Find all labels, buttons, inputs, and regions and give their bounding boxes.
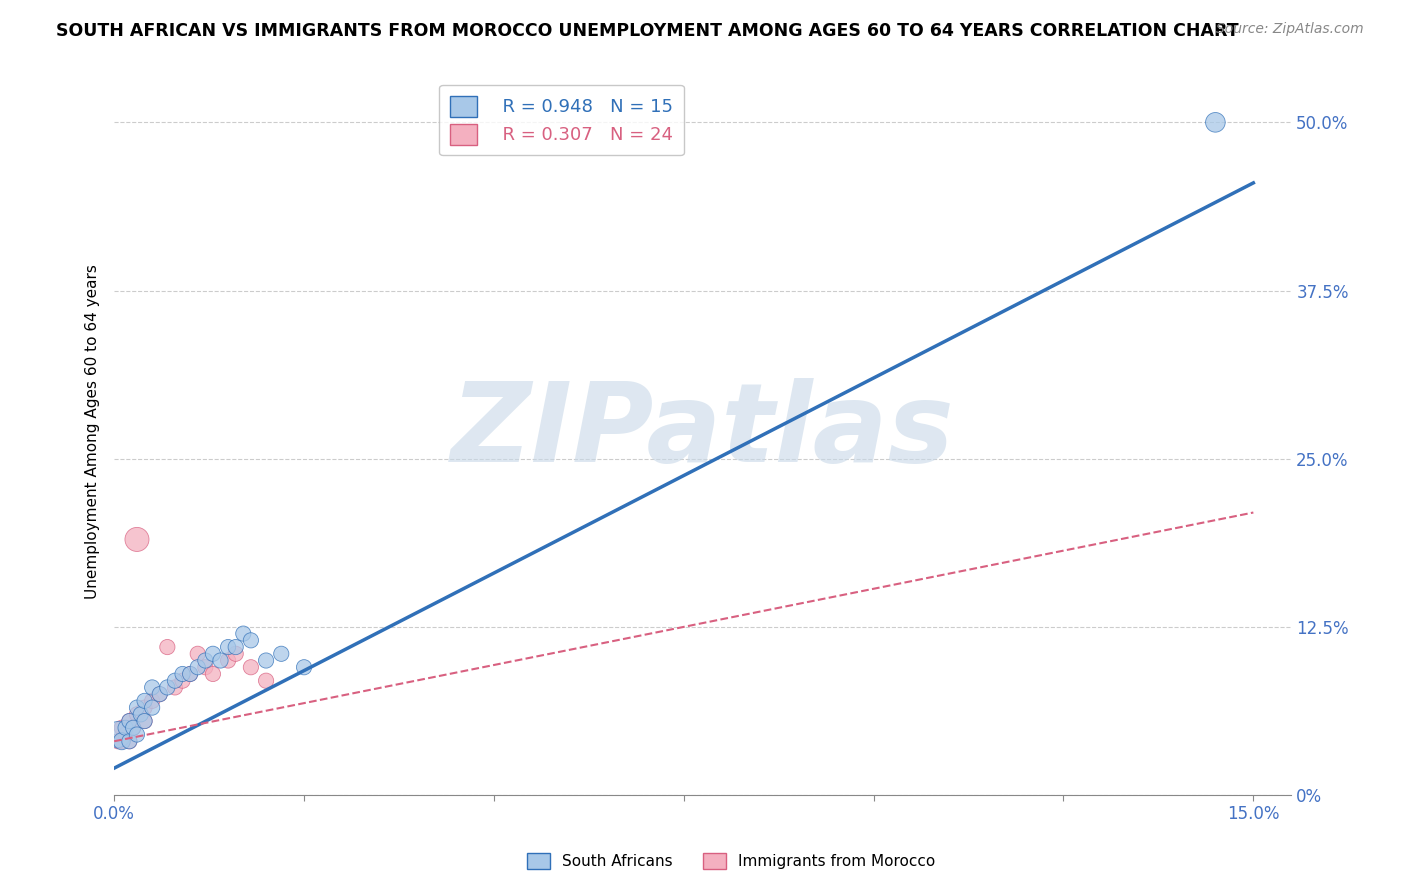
Point <box>125 700 148 714</box>
Point <box>122 721 145 735</box>
Point <box>194 660 217 674</box>
Point <box>217 653 239 667</box>
Point <box>194 653 217 667</box>
Point <box>209 653 232 667</box>
Point <box>141 700 163 714</box>
Point <box>125 727 148 741</box>
Point <box>254 673 277 688</box>
Legend: South Africans, Immigrants from Morocco: South Africans, Immigrants from Morocco <box>520 847 942 875</box>
Point <box>118 734 141 748</box>
Point <box>172 673 194 688</box>
Point <box>201 667 224 681</box>
Point <box>254 653 277 667</box>
Point <box>114 721 136 735</box>
Point <box>225 640 247 654</box>
Point <box>125 707 148 722</box>
Legend:   R = 0.948   N = 15,   R = 0.307   N = 24: R = 0.948 N = 15, R = 0.307 N = 24 <box>439 85 685 155</box>
Point <box>232 626 254 640</box>
Point <box>225 647 247 661</box>
Point <box>118 714 141 728</box>
Point <box>134 714 156 728</box>
Point <box>111 734 134 748</box>
Point <box>122 721 145 735</box>
Point <box>239 633 262 648</box>
Point <box>201 647 224 661</box>
Point <box>111 734 134 748</box>
Point <box>163 673 186 688</box>
Point <box>187 647 209 661</box>
Point <box>149 687 172 701</box>
Y-axis label: Unemployment Among Ages 60 to 64 years: Unemployment Among Ages 60 to 64 years <box>86 264 100 599</box>
Point <box>134 700 156 714</box>
Point <box>1204 115 1226 129</box>
Point <box>179 667 201 681</box>
Point <box>118 714 141 728</box>
Point <box>163 681 186 695</box>
Point <box>156 640 179 654</box>
Point <box>134 694 156 708</box>
Point <box>156 681 179 695</box>
Point <box>107 734 129 748</box>
Point <box>114 727 136 741</box>
Point <box>129 707 152 722</box>
Point <box>187 660 209 674</box>
Text: ZIPatlas: ZIPatlas <box>451 378 955 485</box>
Point <box>239 660 262 674</box>
Point <box>141 694 163 708</box>
Point <box>270 647 292 661</box>
Text: Source: ZipAtlas.com: Source: ZipAtlas.com <box>1216 22 1364 37</box>
Point <box>107 727 129 741</box>
Point <box>149 687 172 701</box>
Point <box>134 714 156 728</box>
Point <box>111 721 134 735</box>
Point <box>217 640 239 654</box>
Point <box>125 533 148 547</box>
Text: SOUTH AFRICAN VS IMMIGRANTS FROM MOROCCO UNEMPLOYMENT AMONG AGES 60 TO 64 YEARS : SOUTH AFRICAN VS IMMIGRANTS FROM MOROCCO… <box>56 22 1239 40</box>
Point <box>179 667 201 681</box>
Point <box>292 660 315 674</box>
Point <box>172 667 194 681</box>
Point <box>118 734 141 748</box>
Point <box>141 681 163 695</box>
